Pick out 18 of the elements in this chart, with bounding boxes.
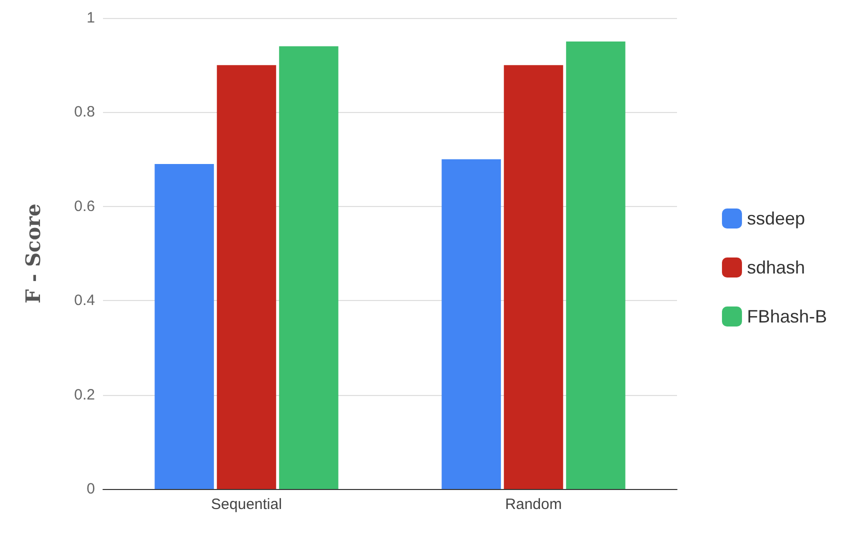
bar xyxy=(216,65,276,489)
bar xyxy=(279,46,338,489)
bar xyxy=(504,65,564,489)
legend-label: ssdeep xyxy=(746,208,806,228)
bar xyxy=(442,159,501,489)
y-tick-label: 0.2 xyxy=(74,386,95,404)
bar xyxy=(154,164,214,489)
legend-label: FBhash-B xyxy=(746,306,828,326)
y-tick-label: 0.4 xyxy=(74,292,95,310)
y-tick-label: 0.6 xyxy=(74,198,95,215)
y-tick-label: 0 xyxy=(86,480,95,498)
bar xyxy=(566,42,626,489)
y-tick-label: 1 xyxy=(86,10,95,26)
y-axis-title: F - Score xyxy=(21,204,45,304)
x-tick-label: Random xyxy=(505,496,562,513)
y-tick-label: 0.8 xyxy=(74,104,95,121)
legend-label: sdhash xyxy=(746,258,806,278)
x-tick-label: Sequential xyxy=(211,496,282,513)
